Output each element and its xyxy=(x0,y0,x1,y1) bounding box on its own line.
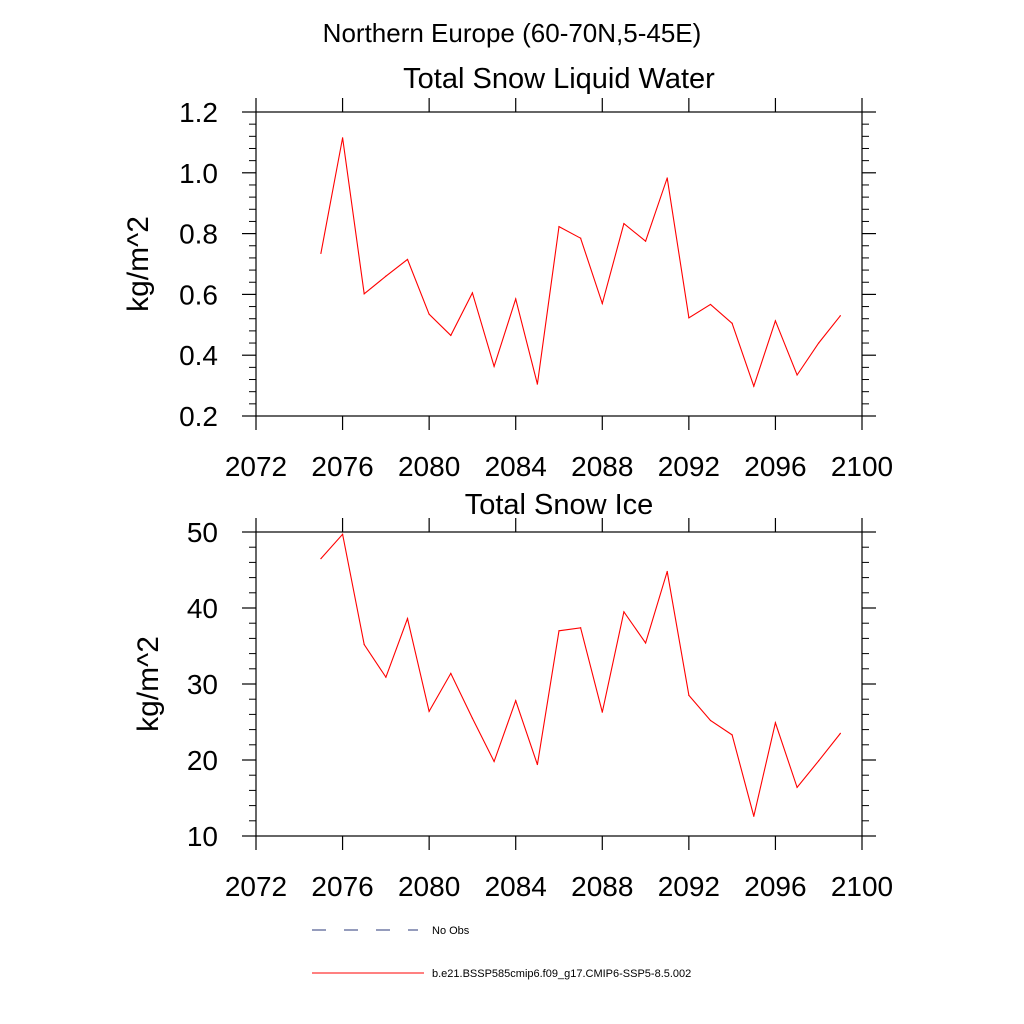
chart-title: Total Snow Liquid Water xyxy=(403,63,715,95)
y-tick-label: 20 xyxy=(187,745,218,776)
chart-title: Total Snow Ice xyxy=(465,489,654,521)
data-point xyxy=(601,711,603,713)
data-point xyxy=(341,137,344,139)
panel-snow-liquid-water: Total Snow Liquid Water kg/m^2 2072 2076 208… xyxy=(122,63,893,482)
data-point xyxy=(515,298,517,300)
x-tick-label: 2088 xyxy=(571,871,633,902)
legend-label-model: b.e21.BSSP585cmip6.f09_g17.CMIP6-SSP5-8.… xyxy=(432,968,691,980)
y-axis-label: kg/m^2 xyxy=(122,216,155,312)
data-point xyxy=(731,734,733,736)
y-tick-label: 1.0 xyxy=(179,158,218,189)
data-point xyxy=(580,237,582,239)
data-point xyxy=(774,320,777,322)
data-point xyxy=(493,760,495,763)
x-tick-label: 2076 xyxy=(311,451,373,482)
data-point xyxy=(320,252,322,254)
data-point xyxy=(796,786,798,788)
y-tick-label: 40 xyxy=(187,593,218,624)
x-tick-label: 2096 xyxy=(744,871,806,902)
y-tick-label: 30 xyxy=(187,669,218,700)
data-point xyxy=(515,700,517,702)
x-tick-label: 2080 xyxy=(398,871,460,902)
data-point xyxy=(341,533,344,535)
data-point xyxy=(688,694,690,697)
data-point xyxy=(536,763,538,766)
y-tick-label: 0.8 xyxy=(179,219,218,250)
data-point xyxy=(644,642,647,644)
data-point xyxy=(428,710,430,712)
data-point xyxy=(818,760,820,762)
data-point xyxy=(774,722,777,724)
x-tick-label: 2084 xyxy=(485,451,547,482)
plot-frame xyxy=(255,531,863,837)
data-point xyxy=(363,643,365,646)
data-point xyxy=(623,222,625,225)
x-tick-label: 2076 xyxy=(311,871,373,902)
x-tick-label: 2096 xyxy=(744,451,806,482)
figure-title: Northern Europe (60-70N,5-45E) xyxy=(323,18,702,48)
data-point xyxy=(688,317,690,319)
x-tick-label: 2088 xyxy=(571,451,633,482)
data-point xyxy=(666,570,668,573)
x-tick-label: 2092 xyxy=(658,451,720,482)
data-point xyxy=(580,627,582,629)
data-point xyxy=(839,315,841,317)
x-tick-label: 2100 xyxy=(831,871,893,902)
y-tick-label: 0.2 xyxy=(179,401,218,432)
x-tick-label: 2100 xyxy=(831,451,893,482)
data-point xyxy=(796,374,798,376)
x-tick-label: 2084 xyxy=(485,871,547,902)
data-point xyxy=(839,732,841,735)
data-point xyxy=(471,292,474,294)
series-line xyxy=(320,533,841,817)
y-tick-label: 10 xyxy=(187,821,218,852)
data-point xyxy=(731,322,733,324)
data-point xyxy=(450,672,452,674)
x-tick-label: 2092 xyxy=(658,871,720,902)
data-point xyxy=(536,383,538,385)
legend: No Obs b.e21.BSSP585cmip6.f09_g17.CMIP6-… xyxy=(312,925,691,980)
data-point xyxy=(493,365,495,368)
x-tick-label: 2072 xyxy=(225,871,287,902)
data-point xyxy=(818,342,820,344)
y-tick-label: 0.4 xyxy=(179,340,218,371)
series-line xyxy=(320,137,841,388)
data-point xyxy=(753,385,755,387)
y-tick-label: 0.6 xyxy=(179,279,218,310)
data-point xyxy=(709,719,712,722)
data-point xyxy=(471,717,474,719)
data-point xyxy=(406,258,409,261)
data-point xyxy=(385,275,387,277)
x-tick-label: 2080 xyxy=(398,451,460,482)
data-point xyxy=(623,611,625,613)
data-point xyxy=(601,302,603,305)
data-point xyxy=(644,240,647,242)
data-point xyxy=(558,226,560,228)
data-point xyxy=(363,293,365,295)
x-tick-label: 2072 xyxy=(225,451,287,482)
data-point xyxy=(666,177,668,179)
y-tick-label: 1.2 xyxy=(179,97,218,128)
plot-frame xyxy=(255,111,863,417)
data-point xyxy=(320,558,322,560)
data-point xyxy=(428,313,430,315)
data-point xyxy=(385,676,387,678)
data-point xyxy=(753,815,755,817)
data-point xyxy=(558,630,560,632)
data-point xyxy=(450,334,452,337)
data-point xyxy=(406,618,409,620)
data-point xyxy=(709,303,712,306)
y-tick-label: 50 xyxy=(187,517,218,548)
panel-snow-ice: Total Snow Ice kg/m^2 2072 2076 2080 2084 2088… xyxy=(132,489,893,902)
y-axis-label: kg/m^2 xyxy=(132,636,165,732)
legend-label-no-obs: No Obs xyxy=(432,925,470,937)
